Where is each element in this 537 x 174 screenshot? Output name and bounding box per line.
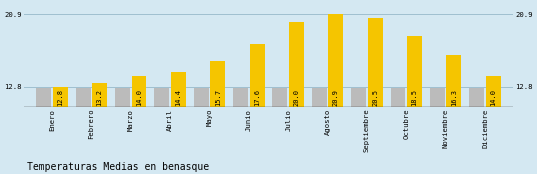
- Bar: [154, 88, 169, 107]
- Bar: [351, 88, 366, 107]
- Text: 20.0: 20.0: [293, 89, 300, 106]
- Bar: [272, 88, 287, 107]
- Text: 20.9: 20.9: [333, 89, 339, 106]
- Bar: [328, 14, 343, 107]
- Text: 18.5: 18.5: [411, 89, 418, 106]
- Bar: [312, 88, 326, 107]
- Text: Temperaturas Medias en benasque: Temperaturas Medias en benasque: [27, 162, 209, 172]
- Text: 14.0: 14.0: [136, 89, 142, 106]
- Text: 13.2: 13.2: [97, 89, 103, 106]
- Bar: [171, 72, 186, 107]
- Bar: [53, 87, 68, 107]
- Text: 17.6: 17.6: [254, 89, 260, 106]
- Bar: [211, 61, 225, 107]
- Bar: [233, 88, 248, 107]
- Text: 16.3: 16.3: [451, 89, 457, 106]
- Bar: [37, 88, 51, 107]
- Bar: [289, 22, 304, 107]
- Bar: [115, 88, 130, 107]
- Bar: [132, 76, 147, 107]
- Bar: [250, 44, 265, 107]
- Bar: [446, 55, 461, 107]
- Text: 12.8: 12.8: [57, 89, 63, 106]
- Bar: [92, 83, 107, 107]
- Bar: [469, 88, 484, 107]
- Text: 15.7: 15.7: [215, 89, 221, 106]
- Bar: [486, 76, 500, 107]
- Bar: [390, 88, 405, 107]
- Text: 14.4: 14.4: [176, 89, 182, 106]
- Text: 20.5: 20.5: [372, 89, 378, 106]
- Text: 14.0: 14.0: [490, 89, 496, 106]
- Bar: [430, 88, 445, 107]
- Bar: [76, 88, 91, 107]
- Bar: [407, 35, 422, 107]
- Bar: [194, 88, 209, 107]
- Bar: [368, 18, 383, 107]
